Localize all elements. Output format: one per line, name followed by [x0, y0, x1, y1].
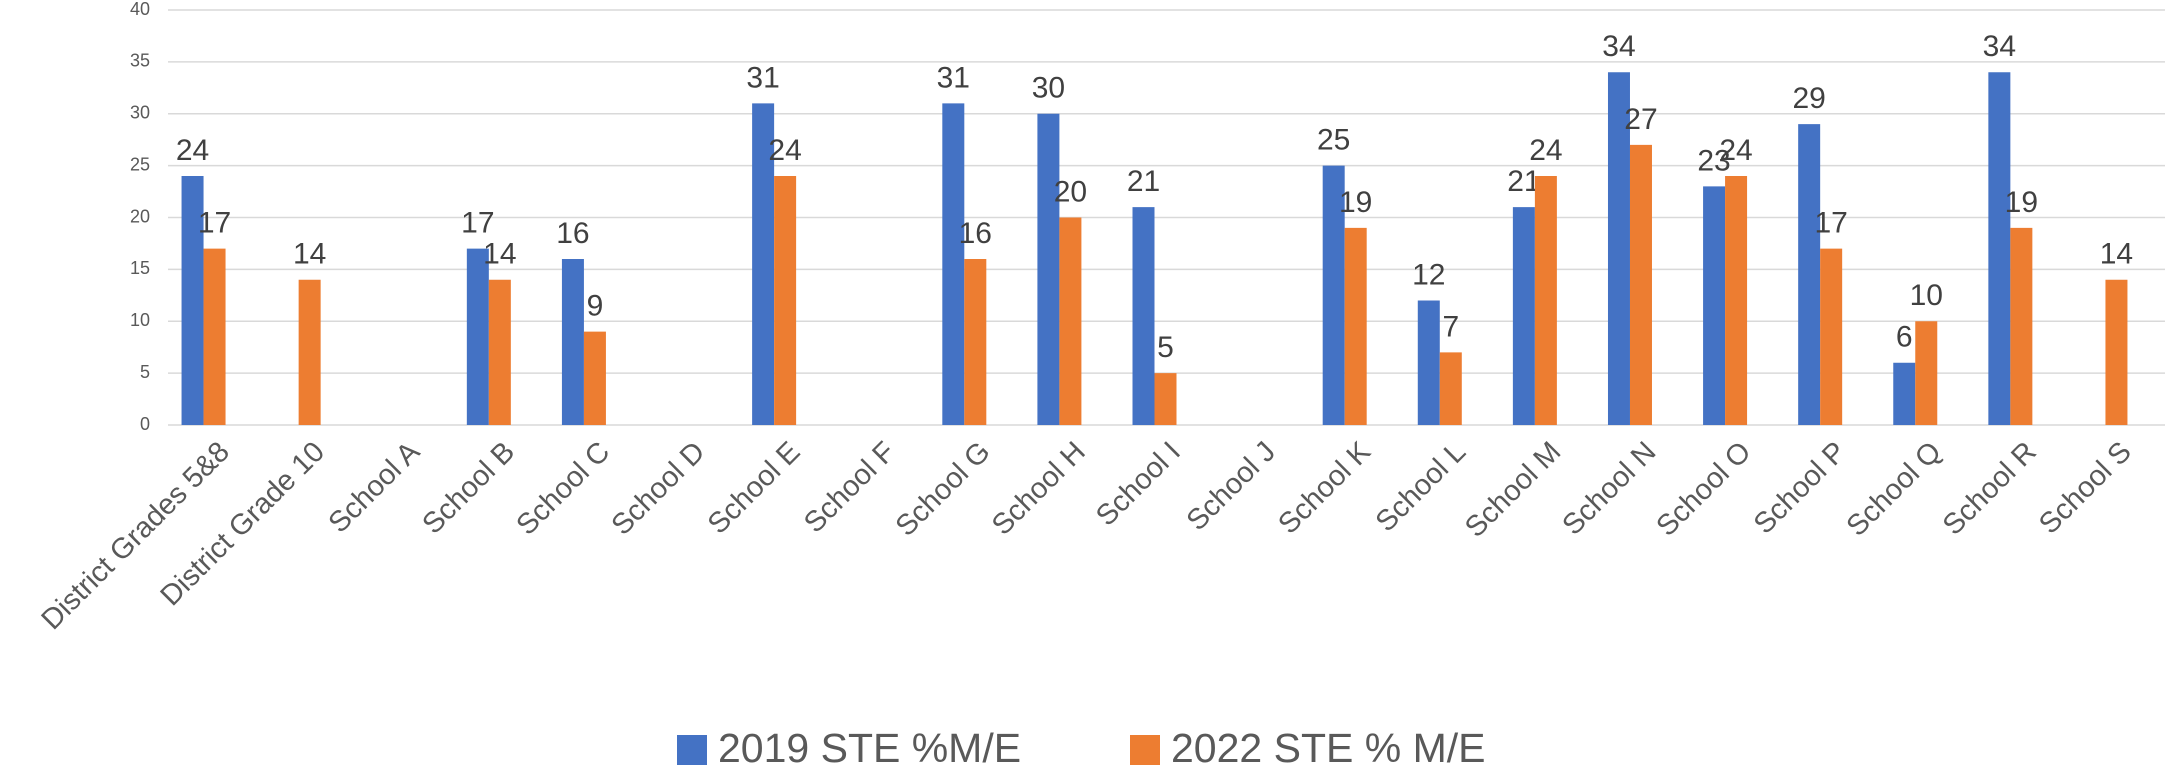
- y-tick-label: 40: [130, 0, 150, 19]
- bar: [1439, 352, 1462, 425]
- bar: [774, 176, 797, 425]
- y-tick-label: 25: [130, 154, 150, 174]
- bar: [298, 279, 321, 425]
- bar: [2105, 279, 2128, 425]
- x-tick-label: School F: [798, 436, 902, 540]
- data-label: 17: [461, 207, 494, 240]
- bar: [1037, 113, 1060, 425]
- x-tick-label: School J: [1181, 436, 1282, 537]
- x-tick-label: School Q: [1841, 436, 1948, 543]
- data-label: 34: [1983, 30, 2016, 63]
- bar: [181, 176, 204, 425]
- bar: [1703, 186, 1726, 425]
- data-label: 14: [2100, 238, 2133, 271]
- x-tick-label: School K: [1272, 435, 1377, 540]
- data-label: 24: [176, 134, 209, 167]
- data-label: 16: [959, 217, 992, 250]
- y-tick-label: 35: [130, 51, 150, 71]
- data-label: 12: [1412, 258, 1445, 291]
- data-label: 31: [746, 61, 779, 94]
- data-label: 10: [1910, 279, 1943, 312]
- x-tick-label: School E: [702, 436, 807, 541]
- x-tick-label: School I: [1090, 436, 1187, 533]
- bar: [1417, 300, 1440, 425]
- x-tick-label: School H: [986, 436, 1092, 542]
- bar: [1798, 124, 1821, 425]
- legend-swatch: [1130, 735, 1160, 765]
- bar: [2010, 227, 2033, 425]
- bar: [942, 103, 965, 425]
- data-label: 20: [1054, 175, 1087, 208]
- data-label: 7: [1442, 310, 1459, 343]
- x-tick-label: School R: [1937, 436, 2043, 542]
- data-label: 5: [1157, 331, 1174, 364]
- data-label: 29: [1792, 82, 1825, 115]
- data-label: 30: [1032, 72, 1065, 105]
- y-tick-label: 20: [130, 206, 150, 226]
- x-tick-label: School O: [1650, 436, 1757, 543]
- bar: [1607, 72, 1630, 425]
- legend-label: 2022 STE % M/E: [1171, 725, 1485, 771]
- data-label: 14: [483, 238, 516, 271]
- data-label: 24: [1719, 134, 1752, 167]
- data-label: 34: [1602, 30, 1635, 63]
- bar: [466, 248, 489, 425]
- y-tick-label: 30: [130, 103, 150, 123]
- legend-swatch: [677, 735, 707, 765]
- data-label: 14: [293, 238, 326, 271]
- y-tick-label: 10: [130, 310, 150, 330]
- x-tick-label: School C: [510, 436, 616, 542]
- bar: [1915, 321, 1938, 425]
- bar: [1820, 248, 1843, 425]
- bar: [1629, 144, 1652, 425]
- x-tick-label: School B: [416, 436, 521, 541]
- x-tick-label: School A: [323, 435, 427, 539]
- data-label: 31: [937, 61, 970, 94]
- x-tick-label: District Grade 10: [155, 436, 331, 612]
- data-label: 9: [587, 290, 604, 323]
- x-tick-label: School P: [1748, 436, 1853, 541]
- bar: [1059, 217, 1082, 425]
- bar: [561, 259, 584, 425]
- data-label: 24: [768, 134, 801, 167]
- legend-label: 2019 STE %M/E: [718, 725, 1021, 771]
- data-label: 19: [1339, 186, 1372, 219]
- bar: [964, 259, 987, 425]
- data-label: 23: [1697, 144, 1730, 177]
- bar: [1534, 176, 1557, 425]
- x-tick-label: School M: [1459, 436, 1567, 544]
- bar: [752, 103, 775, 425]
- x-tick-label: School L: [1370, 436, 1472, 538]
- x-tick-label: School N: [1557, 436, 1663, 542]
- bar: [583, 331, 606, 425]
- data-label: 24: [1529, 134, 1562, 167]
- data-label: 17: [1814, 207, 1847, 240]
- y-tick-label: 0: [140, 414, 150, 434]
- bar: [488, 279, 511, 425]
- y-tick-label: 15: [130, 258, 150, 278]
- data-label: 21: [1127, 165, 1160, 198]
- x-tick-label: School G: [890, 436, 997, 543]
- bar: [1512, 207, 1535, 425]
- bar: [203, 248, 226, 425]
- x-tick-label: District Grades 5&8: [36, 436, 236, 636]
- bar: [1725, 176, 1748, 425]
- bar: [1344, 227, 1367, 425]
- bar: [1893, 362, 1916, 425]
- y-tick-label: 5: [140, 362, 150, 382]
- data-label: 27: [1624, 103, 1657, 136]
- data-label: 17: [198, 207, 231, 240]
- bar: [1322, 165, 1345, 425]
- x-tick-label: School D: [606, 436, 712, 542]
- data-label: 25: [1317, 124, 1350, 157]
- data-label: 19: [2005, 186, 2038, 219]
- x-tick-label: School S: [2033, 436, 2138, 541]
- bar: [1132, 207, 1155, 425]
- bar: [1988, 72, 2011, 425]
- data-label: 6: [1896, 321, 1913, 354]
- data-label: 16: [556, 217, 589, 250]
- bar: [1154, 373, 1177, 425]
